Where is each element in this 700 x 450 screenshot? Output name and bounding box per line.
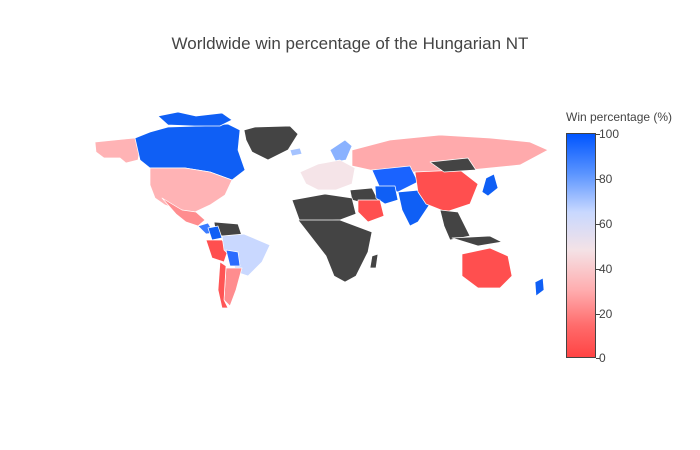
region-china	[414, 169, 479, 213]
region-greenland	[243, 125, 299, 161]
colorbar-label-20: 20	[599, 307, 613, 321]
chart-title: Worldwide win percentage of the Hungaria…	[171, 34, 529, 53]
region-usa	[149, 167, 233, 213]
region-southeast-asia	[439, 209, 471, 241]
region-mongolia	[429, 157, 477, 173]
region-africa	[297, 219, 373, 283]
region-scandinavia	[329, 139, 353, 163]
region-madagascar	[369, 253, 379, 269]
colorbar	[566, 133, 596, 358]
region-canada-islands	[157, 111, 233, 127]
region-new-zealand	[534, 277, 545, 297]
region-saudi-arabia	[357, 199, 385, 223]
region-peru	[205, 239, 229, 263]
region-bolivia	[225, 249, 241, 267]
region-central-asia	[371, 165, 419, 193]
colorbar-tick-0	[596, 358, 600, 359]
region-iceland	[289, 147, 303, 157]
colorbar-label-100: 100	[599, 127, 620, 141]
colorbar-label-60: 60	[599, 217, 613, 231]
colorbar-label-0: 0	[599, 351, 606, 365]
colorbar-title: Win percentage (%)	[566, 110, 673, 124]
region-argentina	[223, 267, 243, 307]
region-chile	[217, 261, 229, 309]
region-north-africa	[291, 193, 357, 223]
colorbar-label-40: 40	[599, 262, 613, 276]
colorbar-tick-100	[596, 134, 600, 135]
region-russia	[351, 134, 549, 173]
colorbar-label-80: 80	[599, 172, 613, 186]
colorbar-tick-40	[596, 269, 600, 270]
colorbar-tick-80	[596, 179, 600, 180]
colorbar-tick-60	[596, 224, 600, 225]
region-japan	[481, 173, 499, 197]
region-alaska	[94, 137, 141, 164]
region-mexico	[161, 197, 206, 227]
region-indonesia	[451, 235, 503, 247]
region-australia	[461, 247, 513, 289]
region-iran	[374, 185, 399, 205]
colorbar-tick-20	[596, 314, 600, 315]
region-europe	[299, 159, 356, 191]
